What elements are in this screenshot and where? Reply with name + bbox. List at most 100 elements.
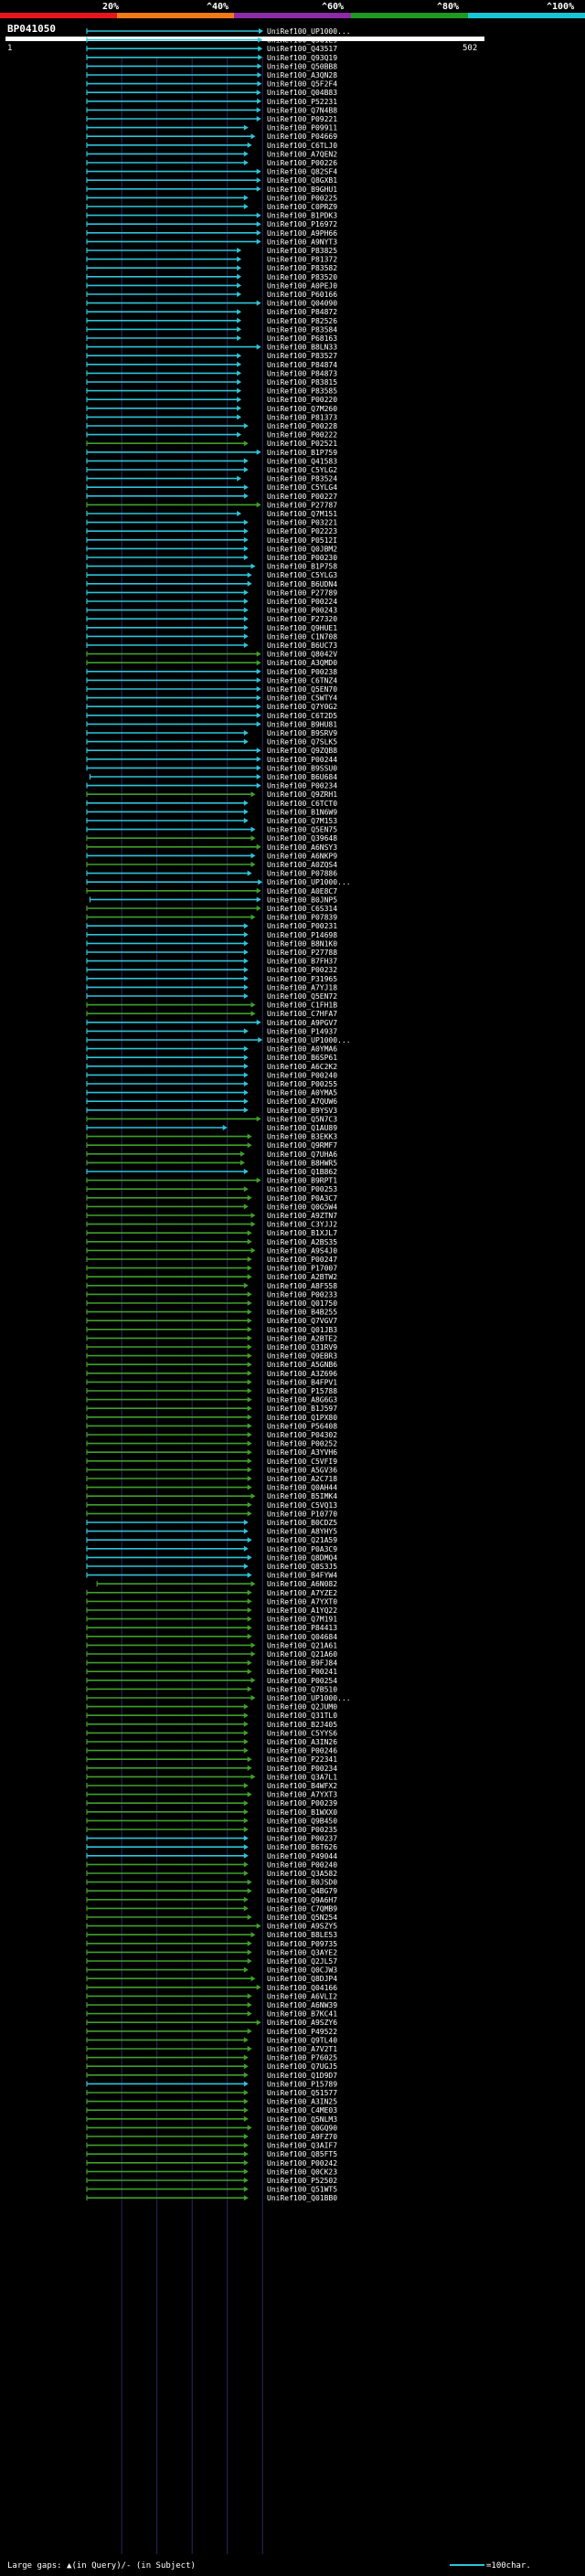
hit-row[interactable]: UniRef100_A3YVH6 xyxy=(86,1448,337,1457)
hit-label[interactable]: UniRef100_Q31TL0 xyxy=(267,1712,337,1720)
hit-label[interactable]: UniRef100_Q7UHA6 xyxy=(267,1150,337,1159)
hit-row[interactable]: UniRef100_Q01BB0 xyxy=(86,2194,337,2202)
hit-row[interactable]: UniRef100_Q04684 xyxy=(86,1633,337,1641)
hit-label[interactable]: UniRef100_P14937 xyxy=(267,1027,337,1035)
hit-row[interactable]: UniRef100_P17007 xyxy=(86,1265,337,1273)
hit-row[interactable]: UniRef100_Q2JL57 xyxy=(86,1957,337,1966)
hit-label[interactable]: UniRef100_B8LN33 xyxy=(267,344,337,352)
hit-label[interactable]: UniRef100_Q41583 xyxy=(267,457,337,465)
hit-row[interactable]: UniRef100_Q04090 xyxy=(86,300,337,308)
hit-label[interactable]: UniRef100_Q04684 xyxy=(267,1633,337,1641)
hit-label[interactable]: UniRef100_UP1000... xyxy=(267,27,351,36)
hit-row[interactable]: UniRef100_B2J405 xyxy=(86,1721,337,1729)
hit-row[interactable]: UniRef100_B1P758 xyxy=(86,563,337,571)
hit-label[interactable]: UniRef100_P84872 xyxy=(267,308,337,316)
hit-label[interactable]: UniRef100_A0ZQS4 xyxy=(267,861,337,869)
hit-row[interactable]: UniRef100_P00240 xyxy=(86,1071,337,1079)
hit-label[interactable]: UniRef100_P68163 xyxy=(267,334,337,343)
hit-row[interactable]: UniRef100_P00228 xyxy=(86,422,337,430)
hit-label[interactable]: UniRef100_Q0G5W4 xyxy=(267,1203,337,1211)
hit-label[interactable]: UniRef100_Q4BG79 xyxy=(267,1887,337,1895)
hit-label[interactable]: UniRef100_Q2JL57 xyxy=(267,1957,337,1966)
hit-row[interactable]: UniRef100_C5VFI9 xyxy=(86,1458,337,1466)
hit-row[interactable]: UniRef100_P09911 xyxy=(86,124,337,133)
hit-label[interactable]: UniRef100_A7QEN2 xyxy=(267,150,337,158)
hit-label[interactable]: UniRef100_P60166 xyxy=(267,291,337,299)
hit-row[interactable]: UniRef100_P83584 xyxy=(86,325,337,334)
hit-label[interactable]: UniRef100_B2J405 xyxy=(267,1721,337,1729)
hit-row[interactable]: UniRef100_A7YJ18 xyxy=(86,983,337,991)
hit-label[interactable]: UniRef100_A7V2T1 xyxy=(267,2045,337,2053)
hit-label[interactable]: UniRef100_A3YVH6 xyxy=(267,1448,337,1457)
hit-row[interactable]: UniRef100_P00231 xyxy=(86,922,337,930)
hit-label[interactable]: UniRef100_C3YJJ2 xyxy=(267,1221,337,1229)
hit-label[interactable]: UniRef100_A8G6G3 xyxy=(267,1396,337,1405)
hit-label[interactable]: UniRef100_C5VQ13 xyxy=(267,1501,337,1510)
hit-label[interactable]: UniRef100_Q39648 xyxy=(267,834,337,843)
hit-label[interactable]: UniRef100_P81372 xyxy=(267,256,337,264)
hit-row[interactable]: UniRef100_B4FYW4 xyxy=(86,1572,337,1580)
hit-label[interactable]: UniRef100_Q85FT5 xyxy=(267,2150,337,2158)
hit-label[interactable]: UniRef100_Q5F2F4 xyxy=(267,80,337,89)
hit-row[interactable]: UniRef100_Q8DMQ4 xyxy=(86,1553,337,1562)
hit-row[interactable]: UniRef100_P68163 xyxy=(86,334,337,343)
hit-label[interactable]: UniRef100_Q5N254 xyxy=(267,1913,337,1922)
hit-label[interactable]: UniRef100_Q5EN75 xyxy=(267,826,337,834)
hit-row[interactable]: UniRef100_Q5EN72 xyxy=(86,992,337,1001)
hit-label[interactable]: UniRef100_A9SZY5 xyxy=(267,1923,337,1931)
hit-row[interactable]: UniRef100_A6NKP9 xyxy=(86,852,337,860)
hit-row[interactable]: UniRef100_P02223 xyxy=(86,527,337,535)
hit-row[interactable]: UniRef100_P04302 xyxy=(86,1431,337,1439)
hit-label[interactable]: UniRef100_Q0CJW3 xyxy=(267,1966,337,1975)
hit-row[interactable]: UniRef100_P00233 xyxy=(86,1290,337,1299)
hit-row[interactable]: UniRef100_P15789 xyxy=(86,2080,337,2088)
hit-row[interactable]: UniRef100_P27788 xyxy=(86,949,337,957)
hit-label[interactable]: UniRef100_P83582 xyxy=(267,264,337,272)
hit-row[interactable]: UniRef100_Q43517 xyxy=(86,45,337,53)
hit-row[interactable]: UniRef100_B9FJ84 xyxy=(86,1659,337,1668)
hit-row[interactable]: UniRef100_P00234 xyxy=(86,782,337,790)
hit-label[interactable]: UniRef100_A0E8C7 xyxy=(267,887,337,896)
hit-label[interactable]: UniRef100_P00254 xyxy=(267,1677,337,1685)
hit-label[interactable]: UniRef100_Q7M153 xyxy=(267,817,337,825)
hit-label[interactable]: UniRef100_Q8DJP4 xyxy=(267,1975,337,1983)
hit-row[interactable]: UniRef100_A9SZY6 xyxy=(86,2019,337,2027)
hit-label[interactable]: UniRef100_Q7M151 xyxy=(267,510,337,518)
hit-row[interactable]: UniRef100_A0ZQS4 xyxy=(86,861,337,869)
hit-row[interactable]: UniRef100_P83585 xyxy=(86,387,337,396)
hit-label[interactable]: UniRef100_B9YSV3 xyxy=(267,1107,337,1115)
hit-row[interactable]: UniRef100_P49044 xyxy=(86,1852,337,1860)
hit-row[interactable]: UniRef100_P49522 xyxy=(86,2028,337,2036)
hit-label[interactable]: UniRef100_A2BTE2 xyxy=(267,1334,337,1342)
hit-label[interactable]: UniRef100_Q0AH44 xyxy=(267,1484,337,1492)
hit-row[interactable]: UniRef100_B1XJL7 xyxy=(86,1229,337,1237)
hit-label[interactable]: UniRef100_P00225 xyxy=(267,194,337,202)
hit-row[interactable]: UniRef100_A0YMA5 xyxy=(86,1089,337,1097)
hit-label[interactable]: UniRef100_Q7M260 xyxy=(267,405,337,413)
hit-row[interactable]: UniRef100_Q21A59 xyxy=(86,1536,337,1544)
hit-label[interactable]: UniRef100_P00222 xyxy=(267,431,337,440)
hit-label[interactable]: UniRef100_B9GHU1 xyxy=(267,186,337,194)
hit-row[interactable]: UniRef100_Q7Y0G2 xyxy=(86,703,337,711)
hit-label[interactable]: UniRef100_C5VFI9 xyxy=(267,1458,337,1466)
hit-row[interactable]: UniRef100_P16972 xyxy=(86,220,337,228)
hit-row[interactable]: UniRef100_Q7M260 xyxy=(86,405,337,413)
hit-row[interactable]: UniRef100_P07839 xyxy=(86,914,337,922)
hit-row[interactable]: UniRef100_A5GNB6 xyxy=(86,1361,337,1369)
hit-row[interactable]: UniRef100_UP1000... xyxy=(86,1694,351,1702)
hit-label[interactable]: UniRef100_P83584 xyxy=(267,325,337,334)
hit-row[interactable]: UniRef100_Q1B862 xyxy=(86,1168,337,1176)
hit-label[interactable]: UniRef100_B1XJL7 xyxy=(267,1229,337,1237)
hit-label[interactable]: UniRef100_P00244 xyxy=(267,756,337,764)
hit-row[interactable]: UniRef100_Q85FT5 xyxy=(86,2150,337,2158)
hit-row[interactable]: UniRef100_B8HWR5 xyxy=(86,1159,337,1167)
hit-row[interactable]: UniRef100_Q7N4B8 xyxy=(86,106,337,114)
hit-row[interactable]: UniRef100_B6T626 xyxy=(86,1843,337,1851)
hit-label[interactable]: UniRef100_B5IMK4 xyxy=(267,1492,337,1500)
hit-label[interactable]: UniRef100_P81373 xyxy=(267,413,337,421)
hit-row[interactable]: UniRef100_P27787 xyxy=(86,501,337,509)
hit-row[interactable]: UniRef100_A7YXT3 xyxy=(86,1791,337,1799)
hit-row[interactable]: UniRef100_Q8042V xyxy=(86,651,337,659)
hit-label[interactable]: UniRef100_B1N6W9 xyxy=(267,808,337,816)
hit-row[interactable]: UniRef100_Q93Q19 xyxy=(86,54,337,62)
